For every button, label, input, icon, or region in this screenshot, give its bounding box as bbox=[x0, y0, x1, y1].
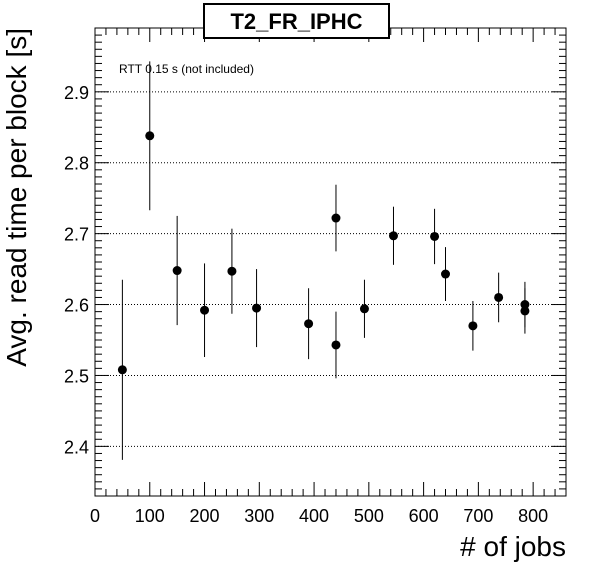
data-point bbox=[520, 288, 530, 334]
data-point bbox=[227, 228, 237, 314]
data-point bbox=[200, 263, 210, 358]
x-tick-label: 500 bbox=[354, 506, 384, 526]
data-point bbox=[331, 184, 341, 252]
data-point bbox=[304, 288, 314, 360]
x-tick-label: 600 bbox=[409, 506, 439, 526]
point-marker bbox=[388, 231, 398, 241]
data-point bbox=[468, 301, 478, 351]
y-tick-label: 2.5 bbox=[64, 366, 89, 386]
data-points bbox=[117, 61, 530, 460]
y-tick-label: 2.7 bbox=[64, 225, 89, 245]
y-tick-label: 2.9 bbox=[64, 83, 89, 103]
y-tick-labels: 2.4 2.5 2.6 2.7 2.8 2.9 bbox=[64, 83, 89, 458]
data-point bbox=[117, 279, 127, 460]
point-marker bbox=[520, 306, 530, 316]
x-tick-label: 200 bbox=[190, 506, 220, 526]
axis-ticks bbox=[94, 27, 567, 497]
y-tick-label: 2.4 bbox=[64, 437, 89, 457]
data-point bbox=[145, 61, 155, 211]
point-marker bbox=[331, 340, 341, 350]
point-marker bbox=[331, 213, 341, 223]
point-marker bbox=[359, 304, 369, 314]
point-marker bbox=[252, 303, 262, 313]
data-point bbox=[172, 215, 182, 326]
x-axis-title: # of jobs bbox=[460, 531, 566, 562]
point-marker bbox=[200, 305, 210, 315]
point-marker bbox=[145, 131, 155, 141]
y-tick-label: 2.6 bbox=[64, 296, 89, 316]
x-tick-label: 100 bbox=[135, 506, 165, 526]
point-marker bbox=[117, 365, 127, 375]
point-marker bbox=[468, 321, 478, 331]
y-axis-title: Avg. read time per block [s] bbox=[1, 28, 32, 367]
grid-lines bbox=[95, 91, 566, 447]
point-marker bbox=[172, 266, 182, 276]
x-tick-labels: 0 100 200 300 400 500 600 700 800 bbox=[90, 506, 548, 526]
data-point bbox=[388, 206, 398, 265]
x-tick-label: 800 bbox=[518, 506, 548, 526]
title-box bbox=[203, 3, 390, 39]
rtt-annotation: RTT 0.15 s (not included) bbox=[119, 62, 254, 76]
data-point bbox=[359, 279, 369, 338]
data-point bbox=[331, 311, 341, 379]
data-point bbox=[430, 208, 440, 265]
point-marker bbox=[494, 292, 504, 302]
plot-frame bbox=[94, 27, 567, 497]
data-point bbox=[494, 272, 504, 323]
data-point bbox=[441, 247, 451, 301]
chart-title: T2_FR_IPHC bbox=[230, 9, 362, 34]
point-marker bbox=[227, 266, 237, 276]
point-marker bbox=[304, 319, 314, 329]
point-marker bbox=[441, 269, 451, 279]
x-tick-label: 300 bbox=[244, 506, 274, 526]
x-tick-label: 400 bbox=[299, 506, 329, 526]
x-tick-label: 0 bbox=[90, 506, 100, 526]
point-marker bbox=[430, 231, 440, 241]
x-tick-label: 700 bbox=[463, 506, 493, 526]
data-point bbox=[252, 269, 262, 348]
y-tick-label: 2.8 bbox=[64, 154, 89, 174]
